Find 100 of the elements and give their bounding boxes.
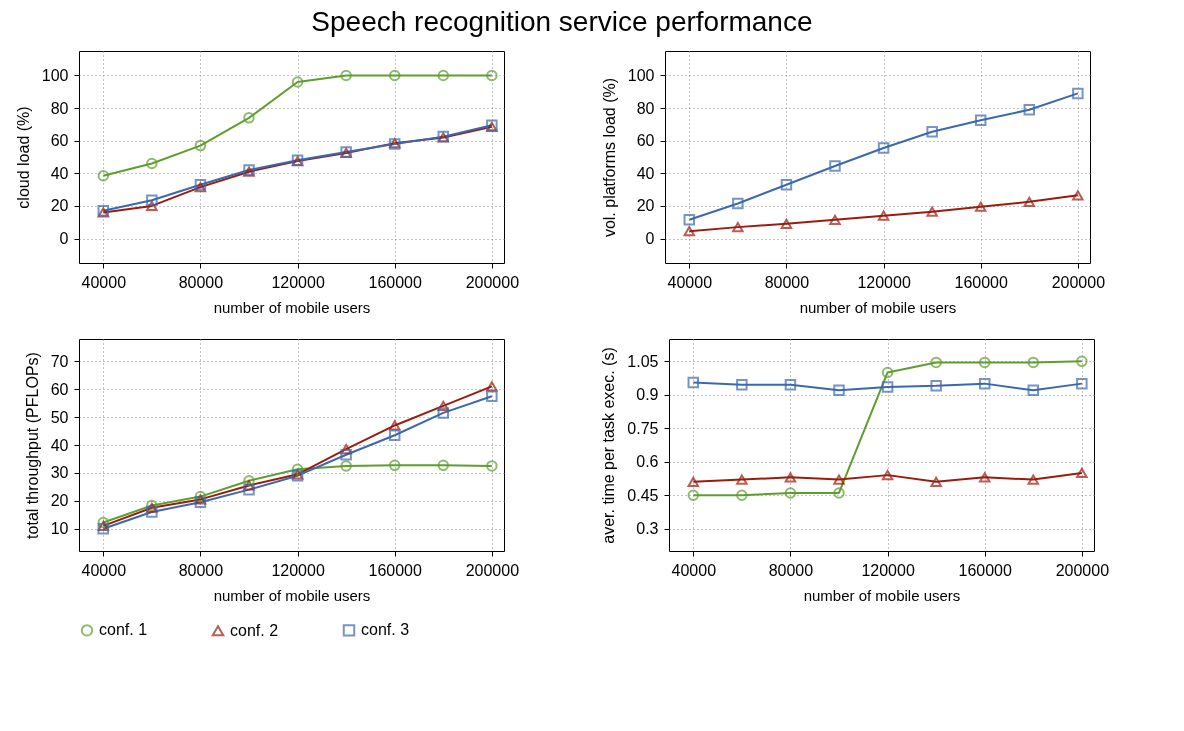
- x-tick-label: 80000: [764, 273, 810, 291]
- point: [833, 474, 845, 485]
- y-tick-label: 40: [636, 164, 655, 182]
- y-tick-label: 0: [645, 230, 655, 248]
- point: [829, 214, 841, 225]
- point: [97, 522, 110, 535]
- point: [978, 377, 991, 390]
- point: [978, 356, 991, 369]
- point: [1076, 467, 1088, 478]
- point: [291, 76, 304, 88]
- y-tick-label: 10: [50, 520, 69, 538]
- point: [926, 125, 938, 138]
- y-tick-label: 0.3: [636, 520, 659, 538]
- y-tick-label: 0.6: [636, 453, 659, 471]
- x-tick-label: 80000: [768, 561, 814, 579]
- point: [930, 476, 942, 487]
- point: [1027, 474, 1040, 485]
- point: [486, 460, 498, 472]
- point: [881, 470, 894, 481]
- point: [881, 366, 894, 379]
- point: [1027, 384, 1040, 397]
- x-axis-title: number of mobile users: [213, 586, 371, 604]
- y-tick-label: 70: [50, 352, 69, 370]
- x-tick-label: 40000: [81, 561, 127, 579]
- y-tick-label: 40: [50, 436, 69, 454]
- point: [1023, 103, 1036, 116]
- point: [243, 474, 255, 487]
- point: [486, 390, 498, 402]
- x-axis-title: number of mobile users: [213, 298, 371, 316]
- x-tick-label: 120000: [271, 273, 325, 291]
- point: [291, 463, 304, 475]
- point: [687, 376, 700, 389]
- point: [881, 381, 894, 393]
- point: [687, 489, 700, 501]
- x-tick-label: 120000: [861, 561, 915, 579]
- point: [833, 384, 845, 397]
- y-tick-label: 0: [59, 230, 69, 248]
- point: [926, 206, 938, 217]
- x-tick-label: 40000: [667, 273, 713, 291]
- x-tick-label: 40000: [81, 273, 127, 291]
- point: [780, 218, 793, 229]
- point: [486, 381, 498, 392]
- point: [437, 459, 450, 472]
- legend-label: conf. 3: [361, 621, 410, 639]
- point: [732, 197, 744, 210]
- point: [784, 472, 797, 483]
- point: [1023, 196, 1036, 207]
- point: [194, 139, 207, 152]
- x-tick-label: 160000: [368, 273, 423, 291]
- y-tick-label: 100: [627, 66, 655, 84]
- point: [146, 157, 158, 170]
- y-tick-label: 40: [50, 164, 69, 182]
- point: [1076, 355, 1088, 368]
- point: [736, 474, 748, 485]
- x-tick-label: 160000: [368, 561, 423, 579]
- y-tick-label: 0.75: [627, 419, 659, 437]
- x-tick-label: 200000: [465, 561, 520, 579]
- x-axis-title: number of mobile users: [803, 586, 961, 604]
- point: [437, 400, 450, 412]
- x-tick-label: 160000: [954, 273, 1009, 291]
- x-tick-label: 200000: [465, 273, 520, 291]
- legend-label: conf. 2: [230, 621, 279, 639]
- x-tick-label: 80000: [178, 273, 224, 291]
- point: [877, 210, 890, 221]
- y-tick-label: 80: [636, 99, 655, 117]
- point: [974, 114, 987, 127]
- point: [930, 380, 942, 392]
- point: [388, 429, 401, 441]
- point: [97, 170, 110, 182]
- point: [388, 459, 401, 472]
- point: [340, 69, 352, 82]
- point: [978, 472, 991, 483]
- point: [930, 356, 942, 369]
- point: [687, 476, 700, 487]
- y-axis-title: vol. platforms load (%): [600, 77, 618, 238]
- point: [437, 407, 450, 419]
- y-tick-label: 0.45: [627, 486, 659, 504]
- point: [486, 69, 498, 82]
- point: [877, 142, 890, 154]
- point: [388, 69, 401, 82]
- y-tick-label: 60: [50, 132, 69, 150]
- x-tick-label: 200000: [1051, 273, 1106, 291]
- point: [974, 201, 987, 212]
- point: [1072, 190, 1084, 201]
- y-tick-label: 20: [636, 197, 655, 215]
- text: Speech recognition service performance: [311, 5, 813, 37]
- point: [1076, 377, 1088, 390]
- point: [437, 69, 450, 82]
- point: [1072, 87, 1084, 100]
- point: [243, 112, 255, 124]
- y-axis-title: total throughput (PFLOPs): [23, 352, 41, 539]
- y-tick-label: 20: [50, 492, 69, 510]
- point: [780, 178, 793, 191]
- point: [146, 200, 158, 212]
- x-tick-label: 80000: [178, 561, 224, 579]
- y-tick-label: 0.9: [636, 386, 659, 404]
- y-tick-label: 50: [50, 408, 69, 426]
- point: [683, 214, 696, 226]
- point: [784, 487, 797, 499]
- point: [829, 160, 841, 172]
